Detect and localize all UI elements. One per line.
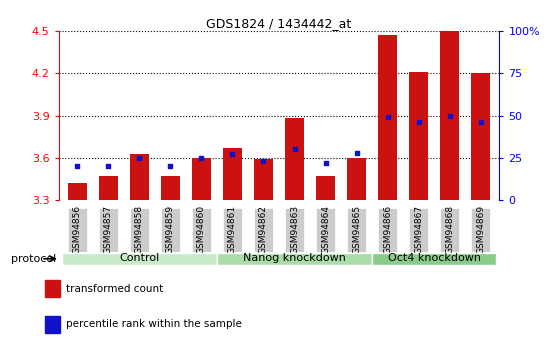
Text: GSM94860: GSM94860 [197, 205, 206, 254]
Text: GSM94862: GSM94862 [259, 205, 268, 254]
Point [477, 120, 485, 125]
Text: GSM94861: GSM94861 [228, 205, 237, 254]
Text: percentile rank within the sample: percentile rank within the sample [66, 319, 242, 329]
Point [290, 147, 299, 152]
Bar [472, 73, 490, 200]
FancyBboxPatch shape [223, 208, 242, 252]
Point [166, 164, 175, 169]
FancyBboxPatch shape [68, 208, 86, 252]
Text: GSM94865: GSM94865 [352, 205, 361, 254]
Text: transformed count: transformed count [66, 284, 163, 294]
Bar [254, 159, 273, 200]
FancyBboxPatch shape [410, 208, 428, 252]
Text: GSM94857: GSM94857 [104, 205, 113, 254]
Point [445, 113, 454, 118]
Point [321, 160, 330, 166]
FancyBboxPatch shape [285, 208, 304, 252]
FancyBboxPatch shape [347, 208, 366, 252]
FancyBboxPatch shape [372, 253, 496, 265]
FancyBboxPatch shape [472, 208, 490, 252]
Bar [223, 148, 242, 200]
FancyBboxPatch shape [440, 208, 459, 252]
Text: GSM94866: GSM94866 [383, 205, 392, 254]
Point [383, 115, 392, 120]
Point [135, 155, 144, 161]
Point [104, 164, 113, 169]
FancyBboxPatch shape [217, 253, 372, 265]
Point [352, 150, 361, 156]
FancyBboxPatch shape [192, 208, 211, 252]
FancyBboxPatch shape [99, 208, 118, 252]
Point [259, 158, 268, 164]
Text: Nanog knockdown: Nanog knockdown [243, 254, 346, 264]
Bar [378, 35, 397, 200]
Bar [161, 176, 180, 200]
Point [197, 155, 206, 161]
Text: Oct4 knockdown: Oct4 knockdown [388, 254, 481, 264]
Text: GSM94869: GSM94869 [477, 205, 485, 254]
Text: GSM94856: GSM94856 [73, 205, 81, 254]
Bar [130, 154, 148, 200]
Text: Control: Control [119, 254, 160, 264]
Text: GSM94867: GSM94867 [414, 205, 423, 254]
Bar [99, 176, 118, 200]
Text: GSM94868: GSM94868 [445, 205, 454, 254]
FancyBboxPatch shape [130, 208, 148, 252]
FancyBboxPatch shape [161, 208, 180, 252]
Bar [68, 183, 86, 200]
Bar [347, 158, 366, 200]
Text: GSM94859: GSM94859 [166, 205, 175, 254]
Bar [440, 31, 459, 200]
Text: protocol: protocol [11, 254, 56, 264]
FancyBboxPatch shape [378, 208, 397, 252]
Text: GSM94863: GSM94863 [290, 205, 299, 254]
Text: GSM94864: GSM94864 [321, 205, 330, 254]
Bar [285, 118, 304, 200]
Text: GSM94858: GSM94858 [135, 205, 144, 254]
Point [73, 164, 81, 169]
Point [228, 152, 237, 157]
Bar [410, 72, 428, 200]
Bar [45, 280, 60, 297]
Point [414, 120, 423, 125]
Bar [316, 176, 335, 200]
Title: GDS1824 / 1434442_at: GDS1824 / 1434442_at [206, 17, 352, 30]
FancyBboxPatch shape [62, 253, 217, 265]
FancyBboxPatch shape [316, 208, 335, 252]
Bar [45, 316, 60, 333]
FancyBboxPatch shape [254, 208, 273, 252]
Bar [192, 158, 211, 200]
